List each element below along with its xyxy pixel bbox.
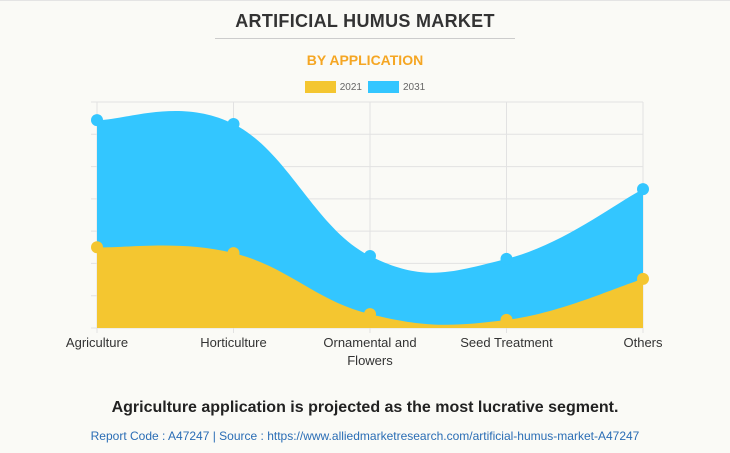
data-point-2031 — [637, 183, 649, 196]
x-tick-label: Agriculture — [66, 335, 128, 350]
data-point-2031 — [500, 252, 513, 265]
legend-label: 2031 — [403, 81, 426, 93]
x-tick-label: Others — [623, 335, 663, 350]
data-point-2021 — [227, 247, 240, 260]
x-tick-label: Horticulture — [200, 335, 266, 350]
chart-title: ARTIFICIAL HUMUS MARKET — [235, 11, 495, 31]
data-point-2031 — [91, 114, 103, 127]
data-point-2021 — [500, 313, 513, 326]
report-source-link[interactable]: Report Code : A47247 | Source : https://… — [90, 429, 640, 443]
area-chart: Agriculture Horticulture Ornamental and Flo… — [66, 101, 663, 368]
legend-swatch — [368, 81, 399, 93]
title-divider — [215, 38, 515, 39]
legend-label: 2021 — [339, 81, 362, 93]
legend: 2021 2031 — [0, 81, 730, 93]
chart-subtitle: BY APPLICATION — [306, 52, 424, 68]
area-series-2021 — [97, 245, 643, 328]
data-point-2021 — [364, 308, 376, 321]
legend-swatch — [304, 81, 336, 93]
data-point-2021 — [637, 272, 649, 285]
x-tick-label: Seed Treatment — [460, 335, 553, 350]
headline: Agriculture application is projected as … — [111, 399, 619, 416]
legend-item-2021[interactable]: 2021 — [304, 81, 362, 93]
data-point-2031 — [364, 250, 376, 263]
x-tick-label: Ornamental and Flowers — [323, 335, 416, 368]
legend-item-2031[interactable]: 2031 — [368, 81, 425, 93]
data-point-2031 — [227, 117, 240, 130]
data-point-2021 — [91, 241, 103, 254]
